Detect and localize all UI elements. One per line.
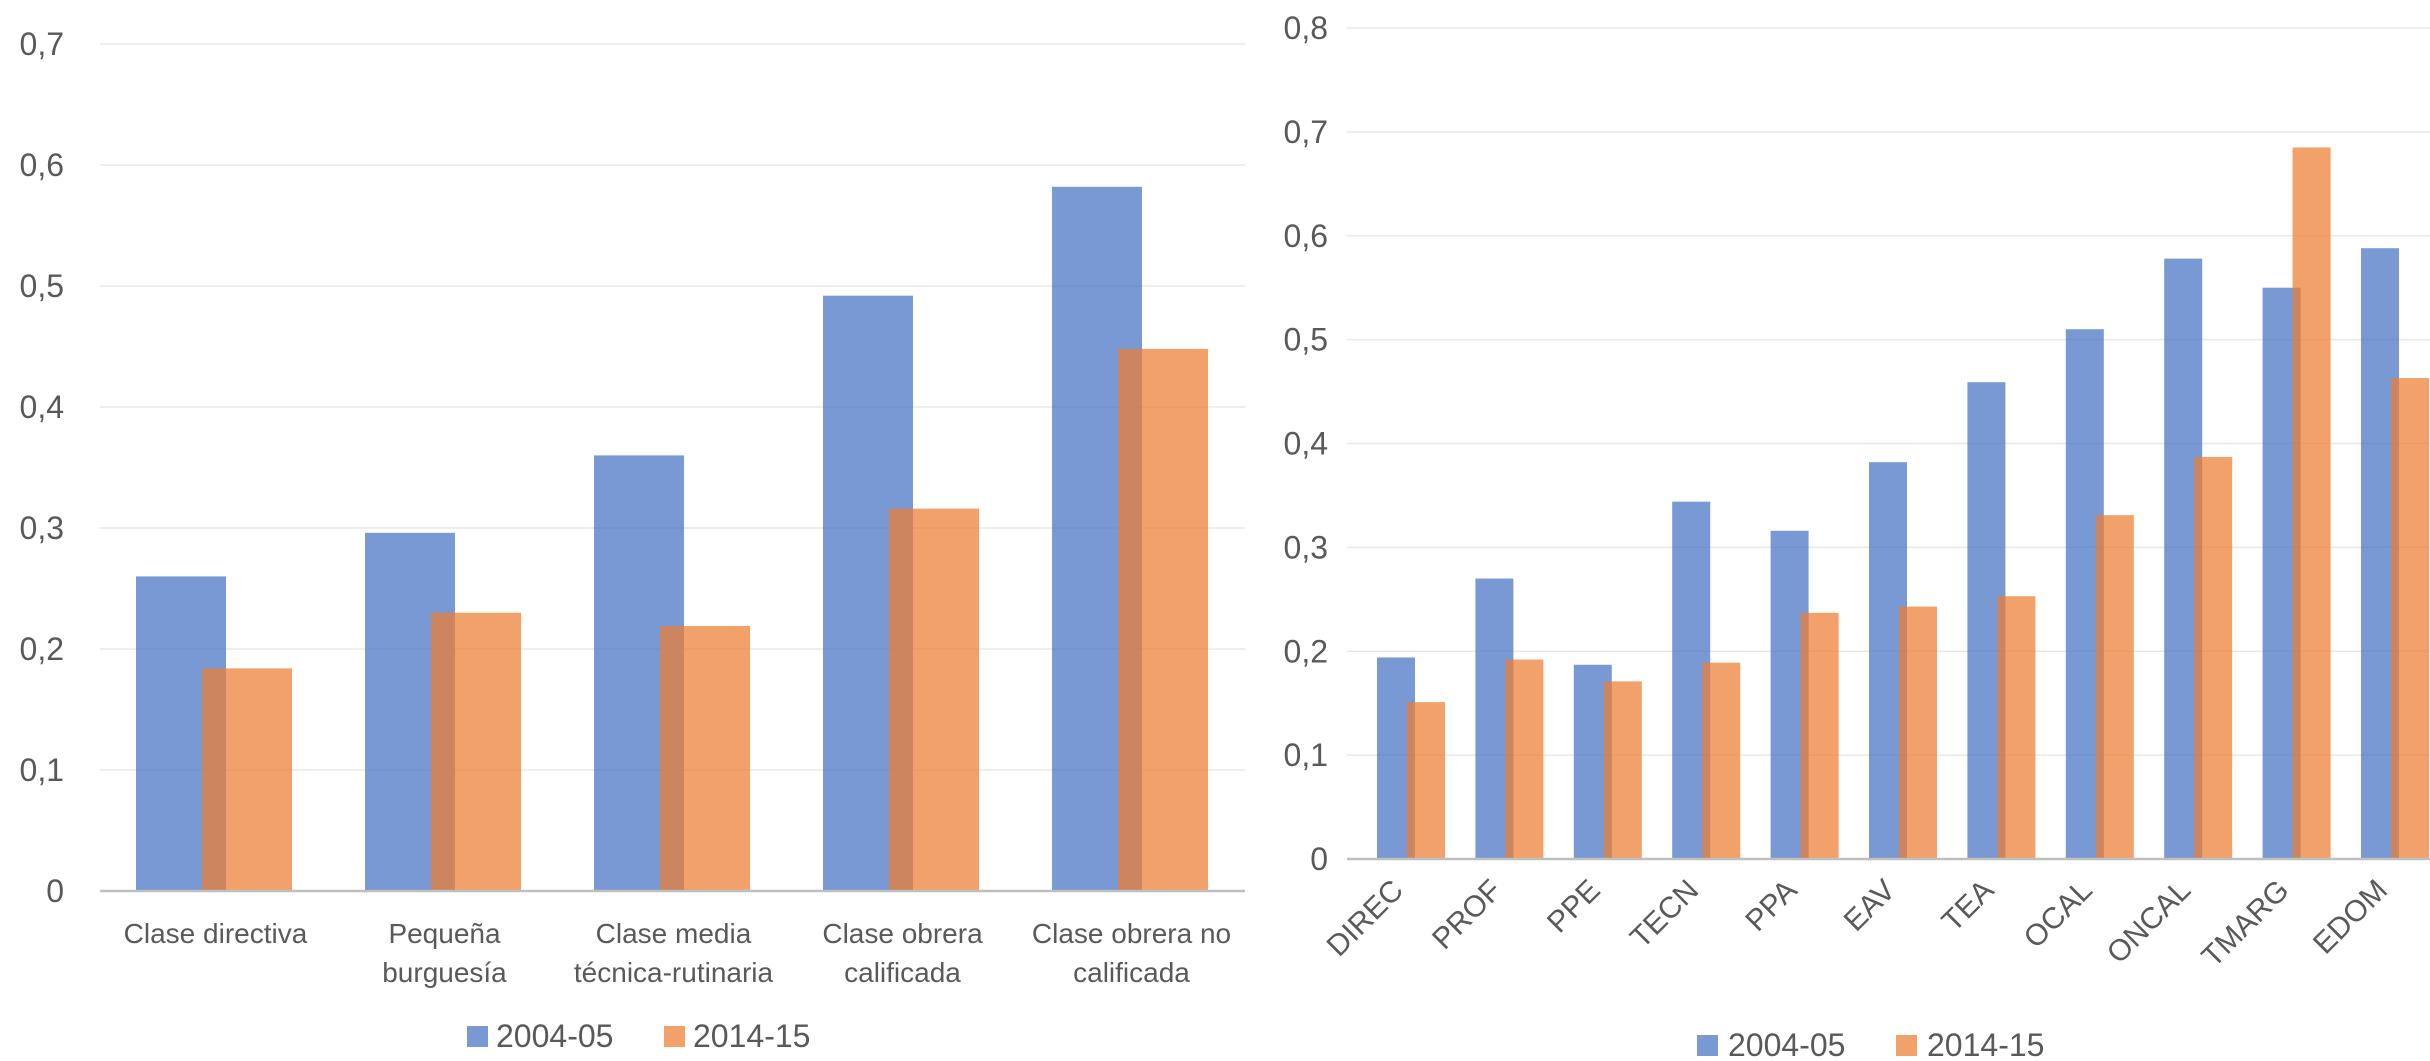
y-tick-label: 0,3 [1284, 529, 1328, 565]
legend-label-2014-15: 2014-15 [693, 1018, 810, 1054]
x-category-label: TMARG [2196, 874, 2296, 974]
bar-2014-15 [889, 508, 979, 891]
chart-left-social-class: 0 0,1 0,2 0,3 0,4 0,5 0,6 0,7 Clase directiva Peq… [20, 26, 1245, 1054]
y-tick-label: 0 [1310, 841, 1328, 877]
bar-2014-15 [1505, 659, 1544, 859]
bar-2014-15 [1997, 596, 2036, 859]
x-category-label: Pequeña [388, 918, 501, 949]
x-category-label: Clase media [596, 918, 752, 949]
x-category-label: ONCAL [2101, 874, 2197, 970]
x-category-label: burguesía [382, 957, 507, 988]
x-category-label: DIREC [1321, 874, 1410, 963]
y-tick-label: 0,6 [20, 147, 64, 183]
x-category-label: PPE [1541, 874, 1607, 940]
bar-2014-15 [2292, 147, 2331, 860]
bar-2014-15 [431, 612, 521, 891]
bar-2014-15 [660, 626, 750, 891]
x-category-label: PPA [1739, 874, 1803, 938]
legend-swatch-2004-05 [467, 1026, 488, 1047]
bar-2014-15 [1407, 702, 1445, 859]
legend-label-2014-15: 2014-15 [1927, 1027, 2044, 1061]
x-category-label: TECN [1624, 874, 1705, 955]
chart-right-occupations: 0 0,1 0,2 0,3 0,4 0,5 0,6 0,7 0,8 DIREC PROF PPE TEC… [1284, 10, 2430, 1061]
bar-2014-15 [2194, 457, 2233, 859]
bar-2014-15 [2095, 515, 2134, 859]
y-tick-label: 0,1 [1284, 737, 1328, 773]
x-category-label: EDOM [2307, 874, 2394, 961]
bar-2014-15 [1800, 612, 1839, 859]
bar-2014-15 [1899, 606, 1937, 859]
legend-swatch-2014-15 [1896, 1035, 1917, 1056]
x-category-label: PROF [1426, 874, 1508, 956]
y-tick-label: 0,4 [1284, 426, 1328, 462]
bar-2014-15 [1702, 662, 1741, 859]
x-category-label: EAV [1838, 874, 1902, 938]
y-tick-label: 0,1 [20, 752, 64, 788]
y-tick-label: 0,2 [20, 631, 64, 667]
y-tick-label: 0,5 [1284, 322, 1328, 358]
bar-2014-15 [202, 668, 292, 891]
x-category-label: Clase directiva [124, 918, 308, 949]
legend-swatch-2004-05 [1697, 1035, 1718, 1056]
x-category-label: calificada [844, 957, 961, 988]
y-tick-label: 0,8 [1284, 10, 1328, 46]
y-tick-label: 0,6 [1284, 218, 1328, 254]
y-tick-label: 0 [46, 873, 64, 909]
legend-label-2004-05: 2004-05 [1728, 1027, 1845, 1061]
y-tick-label: 0,5 [20, 268, 64, 304]
x-category-label: TEA [1936, 874, 2001, 939]
y-tick-label: 0,2 [1284, 633, 1328, 669]
y-tick-label: 0,7 [20, 26, 64, 62]
x-category-label: Clase obrera [822, 918, 983, 949]
legend-label-2004-05: 2004-05 [496, 1018, 613, 1054]
y-tick-label: 0,4 [20, 389, 64, 425]
bar-2014-15 [1603, 681, 1642, 859]
y-tick-label: 0,3 [20, 510, 64, 546]
x-category-label: técnica-rutinaria [574, 957, 774, 988]
y-tick-label: 0,7 [1284, 114, 1328, 150]
legend-swatch-2014-15 [664, 1026, 685, 1047]
x-category-label: Clase obrera no [1032, 918, 1231, 949]
bar-2014-15 [2391, 378, 2429, 859]
x-category-label: calificada [1073, 957, 1190, 988]
x-category-label: OCAL [2018, 874, 2099, 955]
bar-2014-15 [1118, 348, 1208, 891]
